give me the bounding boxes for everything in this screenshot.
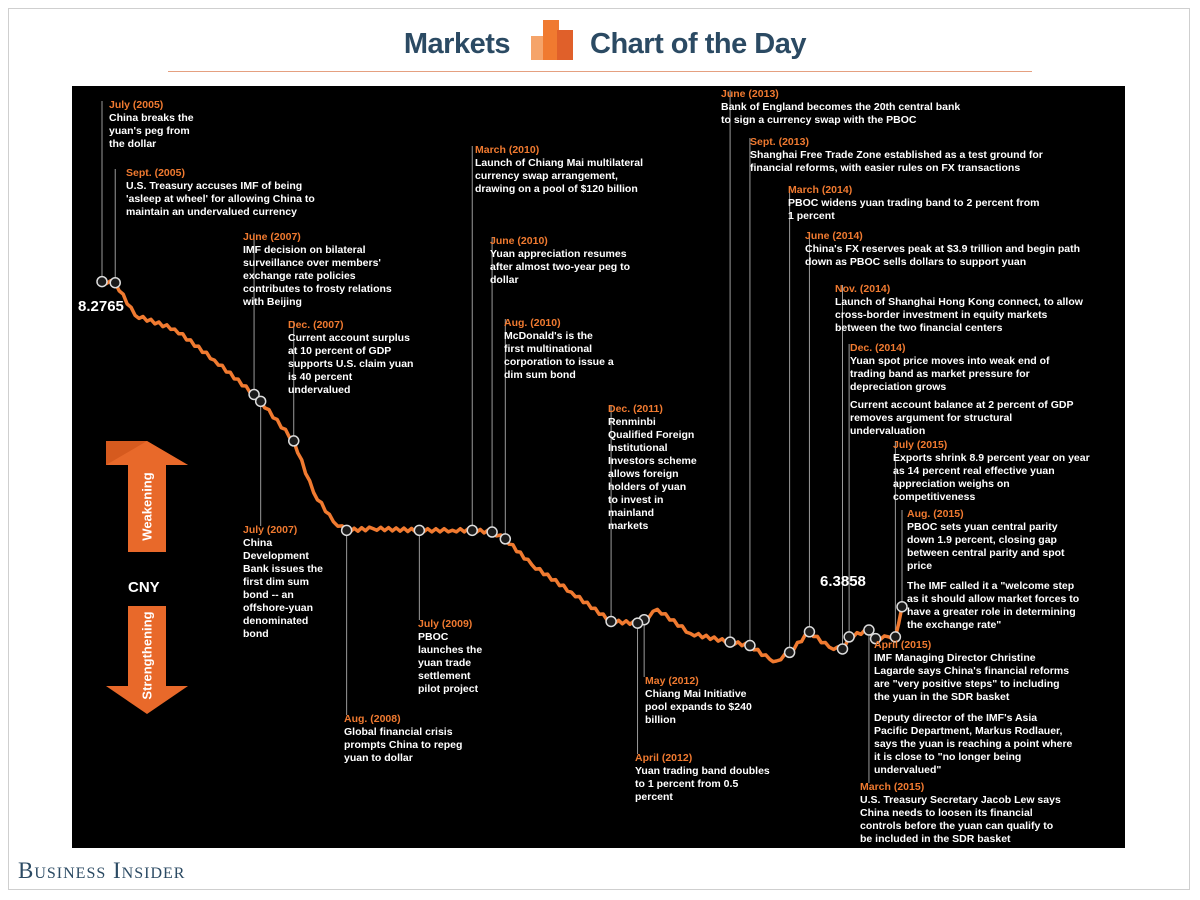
event-dot (869, 632, 882, 645)
event-dot (486, 526, 498, 538)
series-line (101, 278, 904, 664)
note-current-account: Current account balance at 2 percent of … (850, 399, 1074, 437)
event-2010-08: Aug. (2010) McDonald's is the first multi… (504, 317, 614, 381)
event-dot (109, 276, 121, 289)
event-2014-03: March (2014) PBOC widens yuan trading ban… (788, 184, 1040, 222)
event-2014-11: Nov. (2014) Launch of Shanghai Hong Kong … (835, 283, 1083, 334)
event-dot (744, 639, 756, 652)
business-insider-logo: Business Insider (18, 858, 186, 883)
event-dot (287, 435, 300, 447)
event-dot (248, 388, 260, 401)
y-axis-label: CNY (128, 579, 160, 596)
event-2005-09: Sept. (2005) U.S. Treasury accuses IMF of… (126, 167, 315, 218)
event-2007-12: Dec. (2007) Current account surplus at 10… (288, 319, 414, 396)
event-dot (889, 631, 902, 643)
event-dot (863, 624, 875, 636)
event-dot (631, 617, 644, 629)
event-2013-09: Sept. (2013) Shanghai Free Trade Zone est… (750, 136, 1043, 174)
event-dot (783, 646, 796, 659)
event-2008-08: Aug. (2008) Global financial crisis promp… (344, 713, 463, 764)
event-2014-12: Dec. (2014) Yuan spot price moves into we… (850, 342, 1050, 393)
header-markets: Markets (403, 28, 511, 60)
event-2010-03: March (2010) Launch of Chiang Mai multila… (475, 144, 644, 195)
event-dot (96, 275, 108, 288)
event-dot (466, 524, 478, 537)
start-value-label: 8.2765 (78, 298, 124, 315)
event-dot (843, 631, 855, 643)
event-2010-06: June (2010) Yuan appreciation resumes aft… (490, 235, 631, 286)
event-2005-07: July (2005) China breaks the yuan's peg f… (109, 99, 194, 150)
note-imf-welcome-step: The IMF called it a "welcome step as it … (907, 580, 1080, 631)
strengthening-arrow (106, 606, 188, 714)
chart-svg (96, 90, 908, 783)
chart-panel: Weakening Strengthening CNY 8.2765 6.385… (72, 86, 1125, 848)
event-2007-06: June (2007) IMF decision on bilateral sur… (243, 231, 392, 308)
end-value-label: 6.3858 (820, 573, 866, 590)
event-dot (836, 643, 849, 655)
event-2007-07: July (2007) China Development Bank issues… (243, 524, 323, 640)
event-dot (724, 636, 736, 648)
event-2009-07: July (2009) PBOC launches the yuan trade … (418, 618, 483, 695)
weakening-label: Weakening (139, 472, 155, 541)
event-2015-03: March (2015) U.S. Treasury Secretary Jaco… (860, 781, 1061, 845)
event-2012-05: May (2012) Chiang Mai Initiative pool exp… (645, 675, 752, 726)
note-rodlauer: Deputy director of the IMF's Asia Pacifi… (874, 712, 1073, 776)
event-dot (896, 600, 908, 613)
event-2015-07: July (2015) Exports shrink 8.9 percent ye… (893, 439, 1090, 503)
event-2015-04: April (2015) IMF Managing Director Christ… (874, 639, 1070, 703)
event-dot (340, 524, 353, 537)
header-rule (168, 71, 1032, 72)
event-dot (413, 524, 426, 537)
event-2015-08: Aug. (2015) PBOC sets yuan central parity… (907, 508, 1065, 572)
event-2014-06: June (2014) China's FX reserves peak at $… (805, 230, 1080, 268)
event-2011-12: Dec. (2011) Renminbi Qualified Foreign In… (608, 403, 697, 532)
weakening-arrow (106, 441, 188, 552)
header: Markets Chart of the Day (0, 14, 1200, 70)
event-dot (803, 626, 816, 638)
event-dot (499, 533, 512, 545)
event-2012-04: April (2012) Yuan trading band doubles to… (635, 752, 770, 803)
event-dot (605, 615, 617, 628)
chart-logo-icon (531, 20, 573, 60)
event-dot (254, 395, 267, 408)
strengthening-label: Strengthening (139, 611, 155, 700)
page-frame (8, 8, 1190, 890)
event-2013-06: June (2013) Bank of England becomes the 2… (721, 88, 961, 126)
header-chart-of-the-day: Chart of the Day (590, 28, 806, 60)
